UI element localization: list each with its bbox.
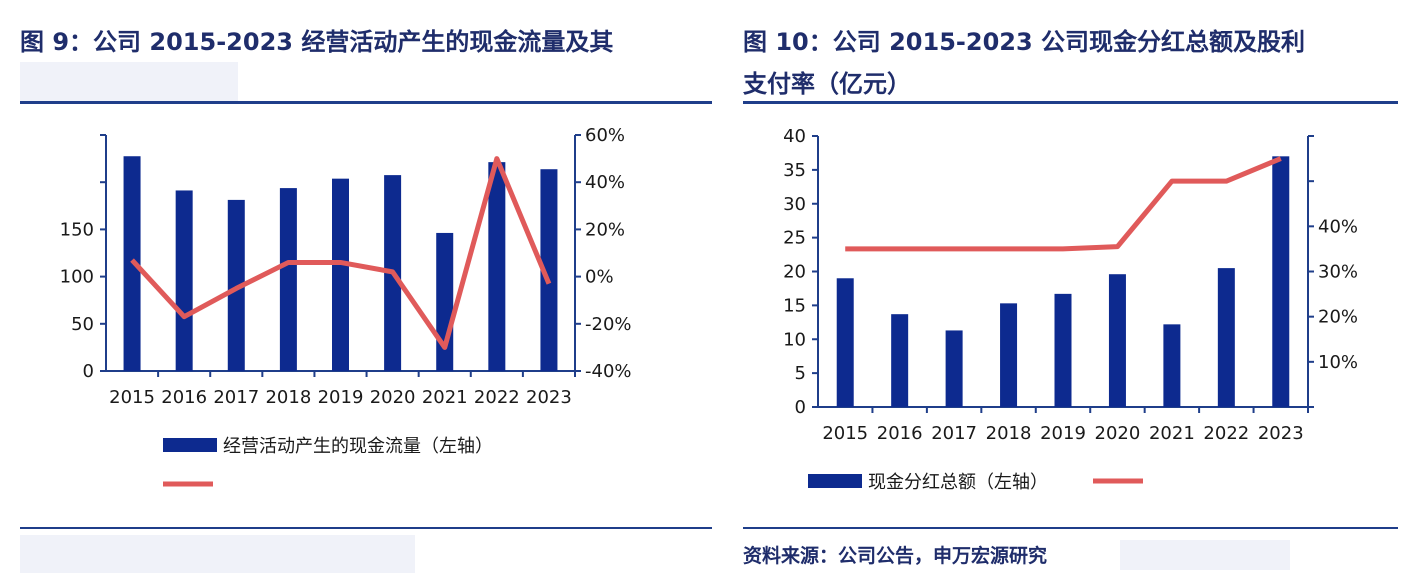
dividend-chart: 0 5 10 15 20 25 30 35 40 10% 20% 30% 40% 2015 2016 2017… bbox=[783, 126, 1358, 493]
blurred-source-fragment bbox=[1120, 540, 1290, 570]
left-tick-label: 40 bbox=[783, 126, 806, 147]
right-tick-label: 40% bbox=[585, 172, 625, 193]
left-tick-label: 0 bbox=[795, 397, 806, 418]
bar bbox=[1054, 293, 1072, 407]
chart-title: 图 9：公司 2015-2023 经营活动产生的现金流量及其 bbox=[20, 28, 614, 56]
cashflow-chart: 0 50 100 150 -40% -20% 0% 20% 40% 60% 2015 2016 2017… bbox=[60, 125, 632, 487]
bar bbox=[175, 190, 193, 371]
x-tick-label: 2016 bbox=[877, 423, 923, 444]
bar bbox=[1108, 274, 1126, 407]
legend-bar-swatch bbox=[163, 438, 217, 452]
bar bbox=[891, 314, 909, 407]
x-tick-label: 2022 bbox=[1203, 423, 1249, 444]
x-tick-label: 2021 bbox=[422, 387, 468, 408]
blurred-footer-fragment bbox=[20, 535, 415, 573]
x-tick-label: 2019 bbox=[318, 387, 364, 408]
right-tick-label: 10% bbox=[1318, 352, 1358, 373]
left-tick-label: 30 bbox=[783, 194, 806, 215]
bottom-rule bbox=[20, 527, 712, 529]
left-tick-label: 35 bbox=[783, 160, 806, 181]
bar bbox=[1217, 268, 1235, 407]
left-tick-label: 15 bbox=[783, 295, 806, 316]
left-tick-label: 100 bbox=[60, 267, 94, 288]
bar bbox=[1000, 303, 1018, 407]
title-underline bbox=[20, 101, 712, 104]
x-tick-label: 2017 bbox=[931, 423, 977, 444]
left-tick-label: 5 bbox=[795, 363, 806, 384]
bar bbox=[436, 232, 454, 371]
x-tick-label: 2020 bbox=[370, 387, 416, 408]
x-tick-label: 2021 bbox=[1149, 423, 1195, 444]
x-tick-label: 2023 bbox=[1258, 423, 1304, 444]
chart-title: 支付率（亿元） bbox=[743, 70, 911, 98]
x-tick-label: 2023 bbox=[526, 387, 572, 408]
left-tick-label: 50 bbox=[71, 314, 94, 335]
right-tick-label: 30% bbox=[1318, 262, 1358, 283]
bar bbox=[227, 199, 245, 371]
bar bbox=[332, 178, 349, 371]
legend-bar-label: 经营活动产生的现金流量（左轴） bbox=[223, 436, 493, 457]
ratio-line bbox=[845, 156, 1282, 252]
right-tick-label: -40% bbox=[585, 361, 632, 382]
left-tick-label: 25 bbox=[783, 228, 806, 249]
left-tick-label: 10 bbox=[783, 329, 806, 350]
bar bbox=[279, 188, 297, 371]
bar bbox=[1163, 324, 1181, 407]
left-tick-label: 150 bbox=[60, 219, 94, 240]
x-tick-label: 2017 bbox=[213, 387, 259, 408]
x-tick-label: 2020 bbox=[1095, 423, 1141, 444]
x-tick-label: 2015 bbox=[822, 423, 868, 444]
x-tick-label: 2015 bbox=[109, 387, 155, 408]
right-tick-label: 0% bbox=[585, 267, 614, 288]
left-tick-label: 20 bbox=[783, 262, 806, 283]
right-tick-label: -20% bbox=[585, 314, 632, 335]
bar bbox=[836, 278, 854, 407]
left-tick-label: 0 bbox=[83, 361, 94, 382]
right-tick-label: 20% bbox=[1318, 307, 1358, 328]
right-tick-label: 40% bbox=[1318, 216, 1358, 237]
bar bbox=[1272, 156, 1290, 407]
bottom-rule bbox=[743, 527, 1398, 529]
x-tick-label: 2022 bbox=[474, 387, 520, 408]
bar bbox=[488, 162, 506, 371]
x-tick-label: 2016 bbox=[161, 387, 207, 408]
right-tick-label: 20% bbox=[585, 219, 625, 240]
legend-bar-label: 现金分红总额（左轴） bbox=[868, 472, 1048, 493]
x-tick-label: 2019 bbox=[1040, 423, 1086, 444]
bar bbox=[945, 330, 963, 407]
legend-bar-swatch bbox=[808, 474, 862, 488]
blurred-title-fragment bbox=[20, 62, 238, 102]
source-note: 资料来源：公司公告，申万宏源研究 bbox=[743, 545, 1048, 567]
chart-title: 图 10：公司 2015-2023 公司现金分红总额及股利 bbox=[743, 28, 1306, 56]
x-tick-label: 2018 bbox=[986, 423, 1032, 444]
title-underline bbox=[743, 101, 1398, 104]
bar bbox=[540, 169, 558, 371]
right-tick-label: 60% bbox=[585, 125, 625, 146]
x-tick-label: 2018 bbox=[265, 387, 311, 408]
